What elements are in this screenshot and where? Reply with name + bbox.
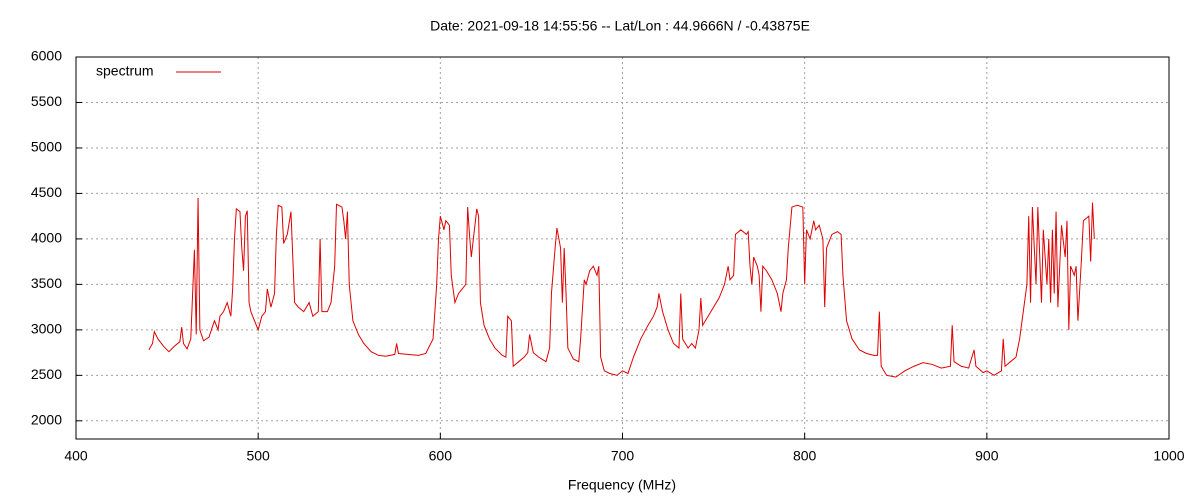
x-tick-label: 1000 bbox=[1153, 448, 1184, 464]
legend-label: spectrum bbox=[96, 63, 154, 79]
plot-border bbox=[75, 56, 1170, 440]
x-tick-label: 500 bbox=[246, 448, 270, 464]
x-tick-label: 700 bbox=[611, 448, 635, 464]
y-tick-label: 3500 bbox=[31, 275, 62, 291]
y-tick-label: 3000 bbox=[31, 321, 62, 337]
y-tick-label: 5500 bbox=[31, 93, 62, 109]
y-tick-label: 2500 bbox=[31, 366, 62, 382]
y-tick-label: 4500 bbox=[31, 184, 62, 200]
x-tick-label: 900 bbox=[975, 448, 999, 464]
data-line bbox=[148, 197, 1095, 378]
y-tick-label: 6000 bbox=[31, 48, 62, 64]
y-tick-label: 4000 bbox=[31, 230, 62, 246]
y-tick-label: 5000 bbox=[31, 139, 62, 155]
x-tick-label: 600 bbox=[429, 448, 453, 464]
x-axis-label: Frequency (MHz) bbox=[568, 477, 676, 493]
y-tick-label: 2000 bbox=[31, 412, 62, 428]
x-tick-label: 800 bbox=[793, 448, 817, 464]
chart-title: Date: 2021-09-18 14:55:56 -- Lat/Lon : 4… bbox=[430, 18, 810, 34]
x-tick-label: 400 bbox=[64, 448, 88, 464]
